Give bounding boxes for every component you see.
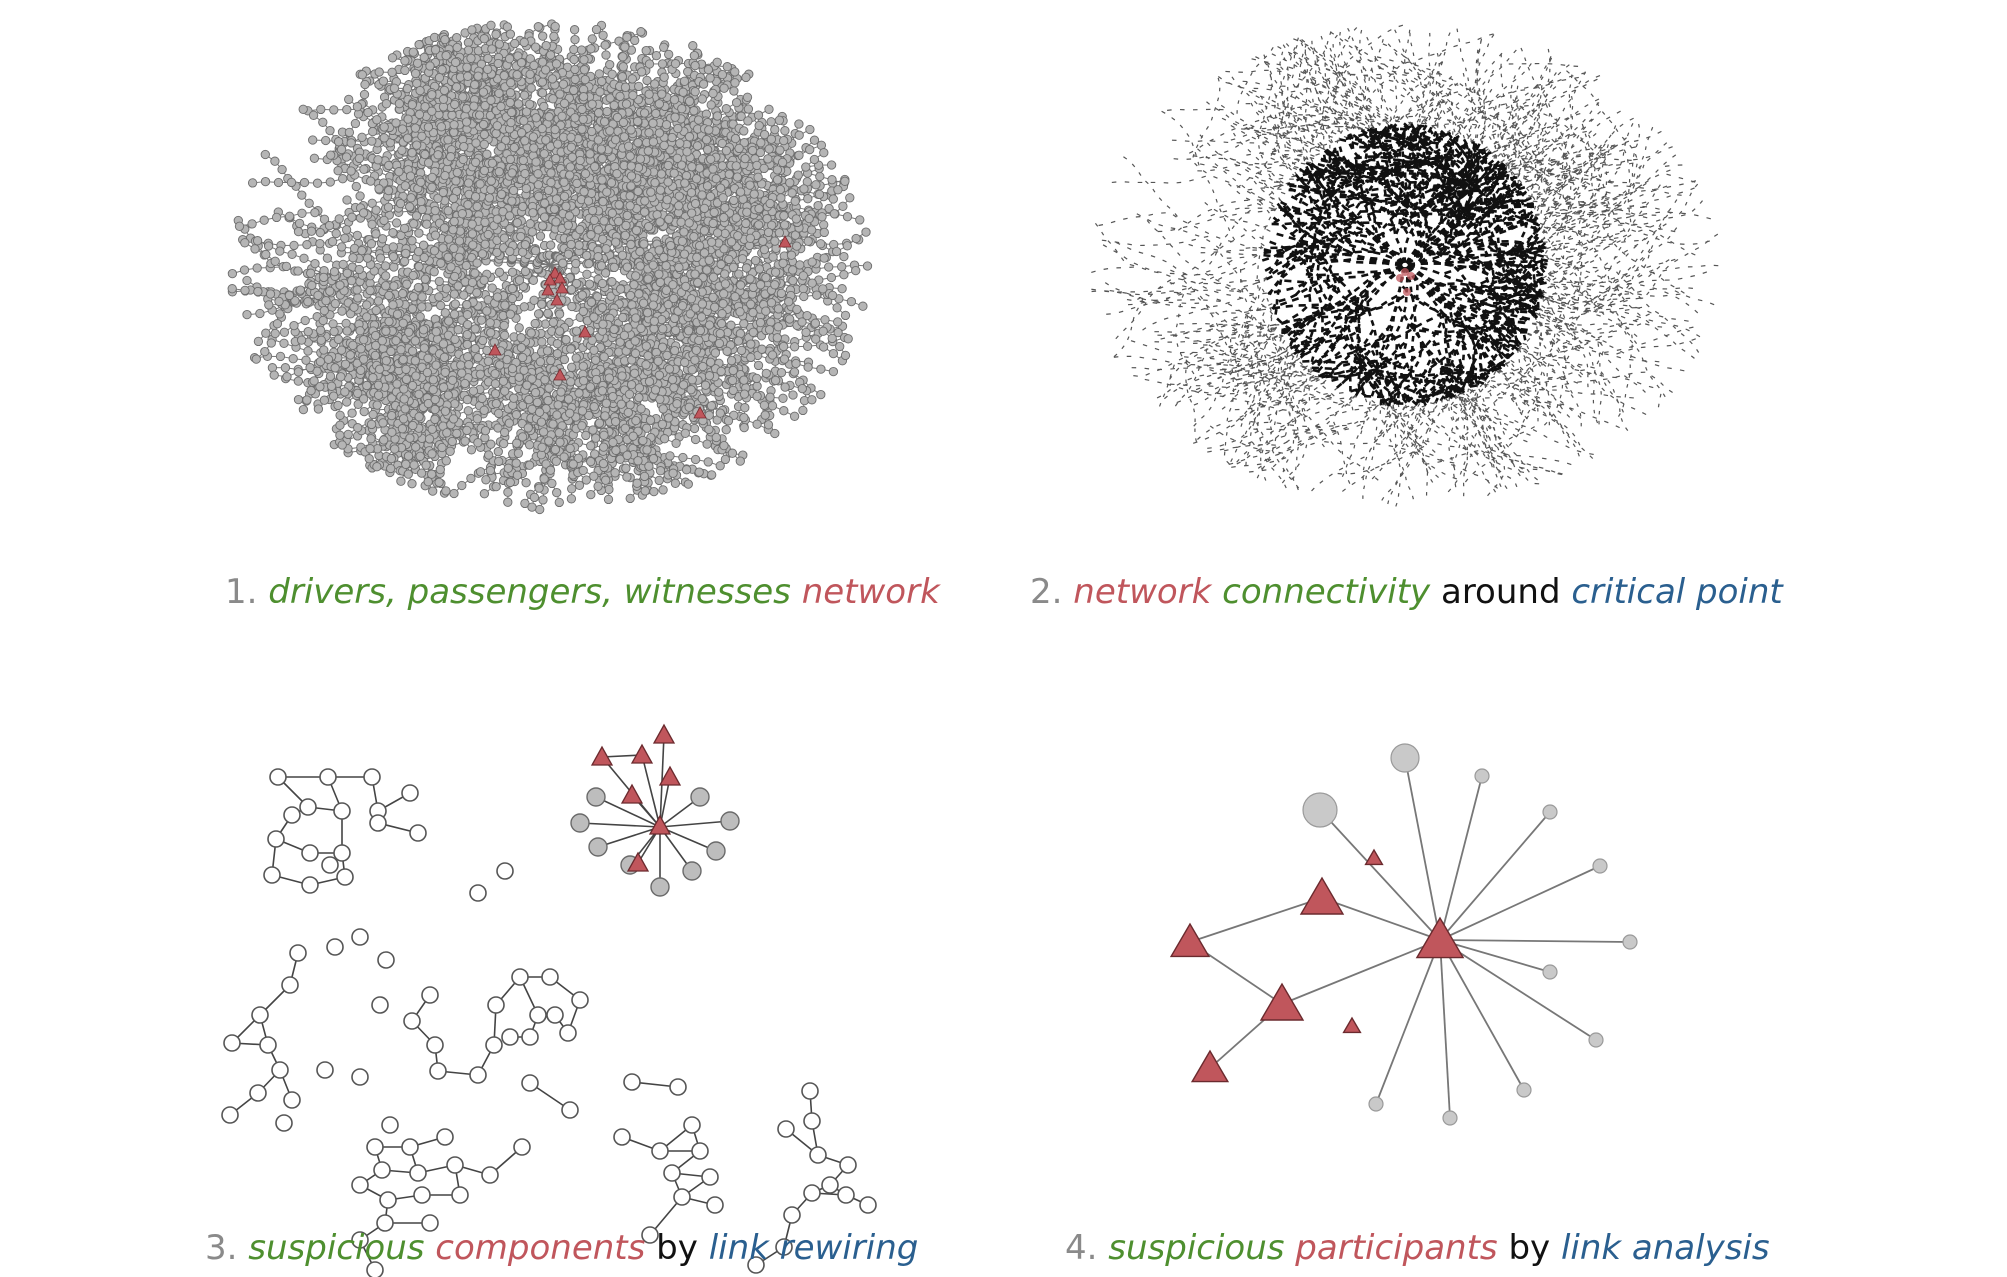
network-graph-full <box>227 19 873 515</box>
